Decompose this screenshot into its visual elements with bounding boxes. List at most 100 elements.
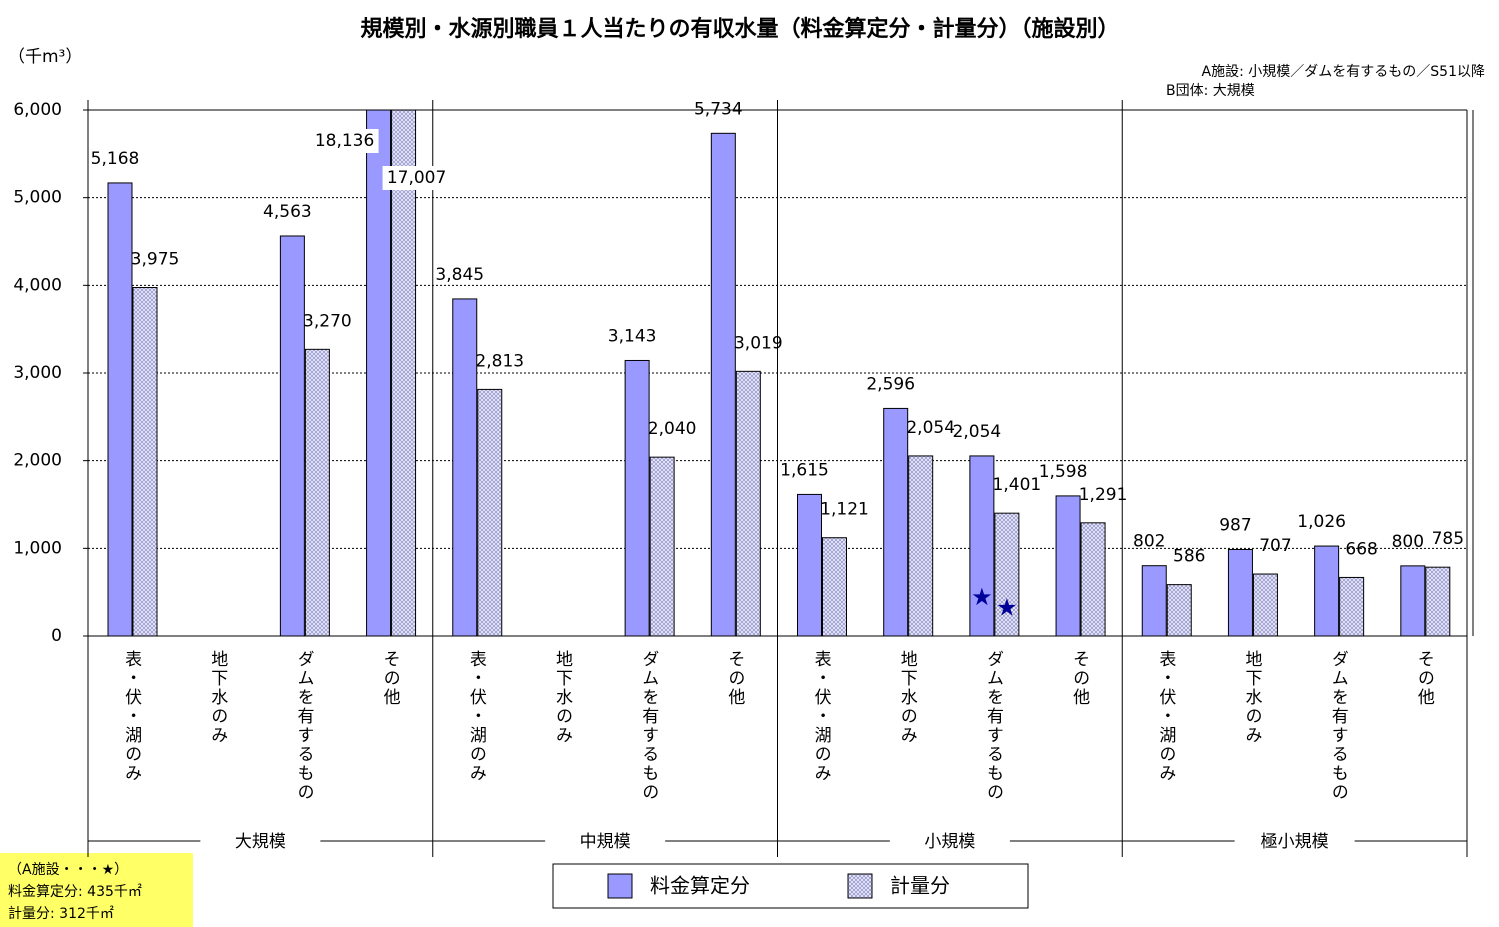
bar xyxy=(994,512,1020,637)
bar xyxy=(1252,573,1278,637)
legend-swatch xyxy=(607,873,633,899)
bar xyxy=(1339,576,1365,637)
bar xyxy=(624,359,650,637)
x-tick-label: 地下水のみ xyxy=(1242,650,1263,745)
label-bg xyxy=(382,166,451,190)
data-label: 802 xyxy=(1133,532,1165,552)
data-label: 5,168 xyxy=(91,149,140,169)
group-label: 極小規模 xyxy=(1261,832,1329,852)
data-label: 668 xyxy=(1345,539,1377,559)
bar xyxy=(132,287,158,637)
bar xyxy=(735,370,761,637)
bar xyxy=(107,182,133,637)
y-tick-label: 3,000 xyxy=(13,363,62,383)
x-tick-label: 地下水のみ xyxy=(897,650,918,745)
annotation: B団体: 大規模 xyxy=(1166,83,1255,99)
x-tick-label: 表・伏・湖のみ xyxy=(1155,650,1176,783)
x-tick-label: その他 xyxy=(1414,650,1435,707)
y-tick-label: 4,000 xyxy=(13,275,62,295)
data-label: 2,054 xyxy=(906,418,955,438)
chart-title: 規模別・水源別職員１人当たりの有収水量（料金算定分・計量分）（施設別） xyxy=(360,16,1119,42)
note-line: 料金算定分: 435千㎡ xyxy=(8,884,142,900)
legend-swatch xyxy=(847,873,873,899)
data-label: 1,615 xyxy=(780,460,829,480)
bar xyxy=(1080,522,1106,637)
bar xyxy=(1400,565,1426,637)
data-label: 3,270 xyxy=(303,311,352,331)
x-tick-label: ダムを有するもの xyxy=(983,650,1004,802)
bar xyxy=(452,298,478,637)
data-label: 2,596 xyxy=(866,374,915,394)
bar xyxy=(1141,565,1167,637)
legend-label: 料金算定分 xyxy=(650,874,750,898)
y-tick-label: 6,000 xyxy=(13,100,62,120)
data-label: 18,136 xyxy=(315,131,374,151)
bar xyxy=(366,109,392,637)
bar xyxy=(391,109,417,637)
bar xyxy=(649,456,675,637)
x-tick-label: 地下水のみ xyxy=(552,650,573,745)
data-label: 987 xyxy=(1219,515,1251,535)
x-tick-label: その他 xyxy=(1069,650,1090,707)
bar xyxy=(908,455,934,637)
annotation: A施設: 小規模／ダムを有するもの／S51以降 xyxy=(1202,64,1485,80)
bar xyxy=(1055,495,1081,637)
bar xyxy=(1425,566,1451,637)
data-label: 2,813 xyxy=(475,351,524,371)
data-label: 1,401 xyxy=(993,475,1042,495)
data-label: 1,121 xyxy=(820,500,869,520)
data-label: 3,845 xyxy=(435,265,484,285)
data-label: 1,598 xyxy=(1039,462,1088,482)
bar xyxy=(1166,584,1192,637)
group-label: 小規模 xyxy=(924,832,975,852)
data-label: 800 xyxy=(1392,532,1424,552)
bar xyxy=(797,493,822,637)
y-axis-label: （千m³） xyxy=(8,47,82,67)
x-tick-label: ダムを有するもの xyxy=(293,650,314,802)
bar xyxy=(883,407,909,637)
data-label: 3,975 xyxy=(131,250,180,270)
x-tick-label: 表・伏・湖のみ xyxy=(811,650,832,783)
x-tick-label: 表・伏・湖のみ xyxy=(121,650,142,783)
bar xyxy=(969,455,995,637)
group-label: 大規模 xyxy=(235,832,286,852)
x-tick-label: その他 xyxy=(724,650,745,707)
x-tick-label: その他 xyxy=(380,650,401,707)
x-tick-label: ダムを有するもの xyxy=(1328,650,1349,802)
bar xyxy=(304,348,330,637)
x-tick-label: 表・伏・湖のみ xyxy=(466,650,487,783)
data-label: 17,007 xyxy=(387,168,446,188)
data-label: 1,291 xyxy=(1079,485,1128,505)
y-tick-label: 2,000 xyxy=(13,451,62,471)
data-label: 1,026 xyxy=(1297,512,1346,532)
data-label: 707 xyxy=(1259,536,1291,556)
y-tick-label: 5,000 xyxy=(13,188,62,208)
data-label: 3,019 xyxy=(734,333,783,353)
x-tick-label: 地下水のみ xyxy=(207,650,228,745)
x-tick-label: ダムを有するもの xyxy=(638,650,659,802)
bar xyxy=(822,537,847,637)
data-label: 586 xyxy=(1173,547,1205,567)
data-label: 4,563 xyxy=(263,202,312,222)
bar xyxy=(477,388,503,637)
note-title: （A施設・・・★） xyxy=(8,862,128,878)
y-tick-label: 1,000 xyxy=(13,538,62,558)
data-label: 5,734 xyxy=(694,99,743,119)
bar xyxy=(1314,545,1340,637)
note-box xyxy=(0,853,193,927)
note-line: 計量分: 312千㎡ xyxy=(8,906,114,922)
data-label: 3,143 xyxy=(608,326,657,346)
star-marker: ★ xyxy=(996,594,1018,622)
label-bg xyxy=(310,129,379,153)
legend-label: 計量分 xyxy=(890,874,950,898)
y-tick-label: 0 xyxy=(51,626,62,646)
data-label: 785 xyxy=(1432,529,1464,549)
star-marker: ★ xyxy=(971,583,993,611)
bar xyxy=(1227,548,1253,637)
group-label: 中規模 xyxy=(580,832,631,852)
bar xyxy=(279,235,305,637)
data-label: 2,054 xyxy=(953,422,1002,442)
data-label: 2,040 xyxy=(648,419,697,439)
bar xyxy=(710,132,736,637)
